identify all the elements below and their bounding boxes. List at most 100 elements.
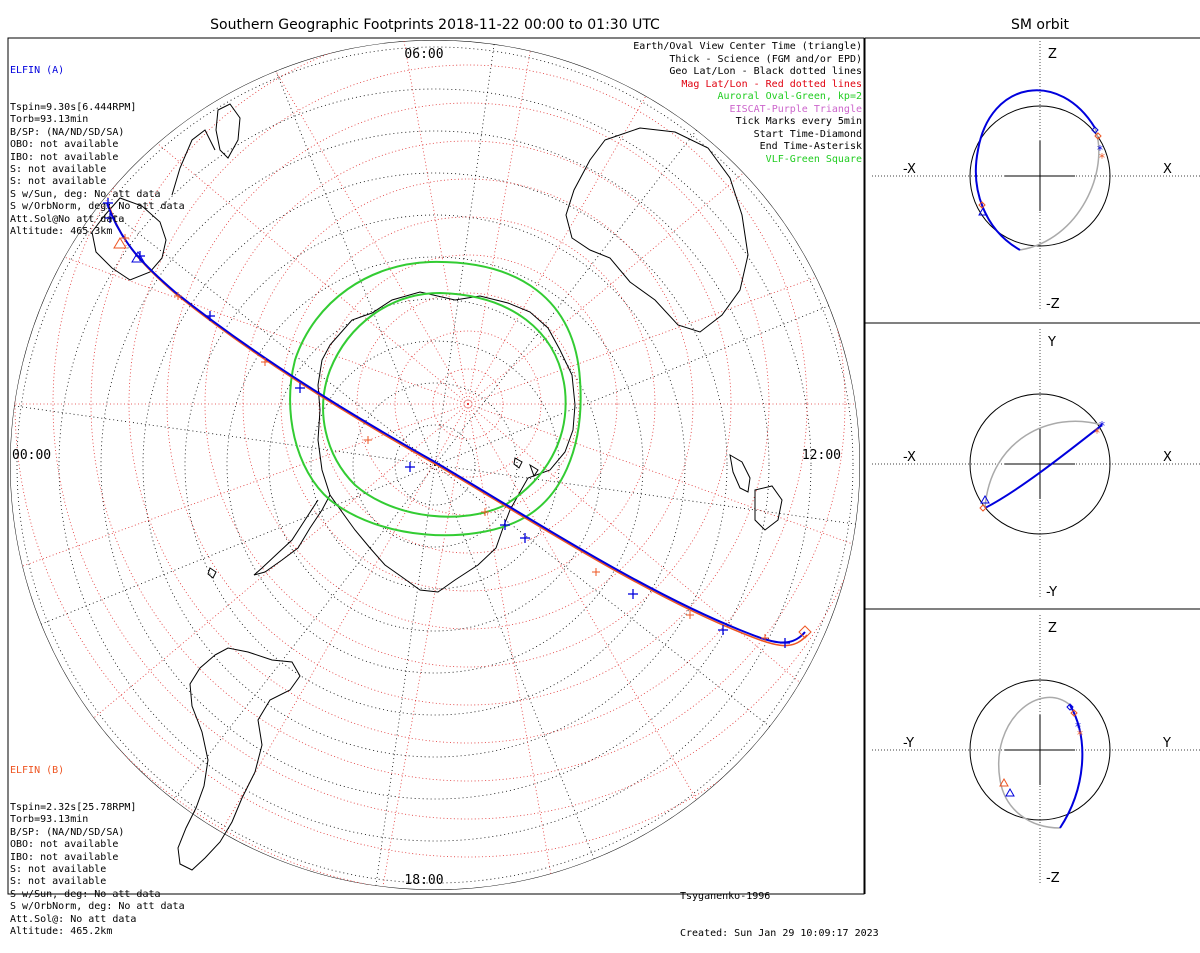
africa-coast	[91, 197, 167, 281]
elfin-a-line: Torb=93.13min	[10, 114, 89, 126]
elfin-b-line: S w/Sun, deg: No att data	[10, 888, 161, 900]
elfin-b-info: ELFIN (B) Tspin=2.32s[25.78RPM] Torb=93.1…	[10, 740, 185, 937]
geo-lat-ring	[352, 382, 518, 548]
model-label: Tsyganenko-1996	[680, 890, 771, 902]
geo-lat-ring	[58, 88, 812, 842]
geo-lon-line	[434, 44, 495, 466]
orbit-label-bottom: -Y	[1046, 585, 1057, 600]
orbit-label-top: Z	[1048, 621, 1057, 636]
geo-lon-line	[275, 70, 436, 466]
elfin-b-line: Tspin=2.32s[25.78RPM]	[10, 802, 137, 814]
orbit-path-back	[1019, 127, 1100, 251]
orbit-end-asterisk: *	[1097, 143, 1103, 157]
orbit-start-diamond	[1070, 709, 1078, 717]
elfin-a-line: Tspin=9.30s[6.444RPM]	[10, 102, 137, 114]
orbit-label-right: X	[1163, 162, 1172, 177]
elfin-a-name: ELFIN (A)	[10, 64, 65, 76]
orbit-view-triangle	[980, 494, 990, 504]
orbit-panels: **Z-Z-X X**Y-Y-X X**Z-Z-Y Y	[872, 41, 1200, 886]
elfin-b-line: S: not available	[10, 863, 107, 875]
orbit-end-asterisk: *	[1077, 728, 1083, 742]
geo-lat-ring	[310, 340, 560, 590]
elfin-a-line: OBO: not available	[10, 139, 119, 151]
orbit-label-bottom: -Z	[1046, 871, 1060, 886]
orbit-label-right: Y	[1162, 736, 1171, 751]
island-coast	[207, 457, 539, 579]
created-label: Created: Sun Jan 29 10:09:17 2023	[680, 928, 879, 940]
legend-entry: Earth/Oval View Center Time (triangle)	[633, 41, 862, 52]
geo-lat-ring	[268, 298, 602, 632]
mag-lat-ring	[318, 254, 618, 554]
geo-grid	[10, 40, 860, 890]
orbit-start-diamond	[978, 201, 986, 209]
footprint-plot: * * Z -Z -X X * * Y -Y -X X * * Z -Z -Y Y Southern Geogra…	[7, 17, 1200, 939]
geo-lon-line	[99, 203, 436, 466]
orbit-label-right: X	[1163, 450, 1172, 465]
legend-entry: Geo Lat/Lon - Black dotted lines	[669, 66, 862, 77]
elfin-b-line: IBO: not available	[10, 851, 119, 863]
orbit-end-asterisk: *	[1075, 720, 1081, 734]
elfin-b-name: ELFIN (B)	[10, 764, 65, 776]
orbit-end-asterisk: *	[1099, 151, 1105, 165]
elfin-a-line: Altitude: 465.3km	[10, 225, 113, 237]
plot-title: Southern Geographic Footprints 2018-11-2…	[210, 17, 660, 33]
footprint-tracks	[103, 198, 812, 648]
elfin-b-line: Torb=93.13min	[10, 814, 89, 826]
orbit-panel: ** Y -Y -X X	[872, 329, 1200, 600]
madagascar-coast	[215, 103, 241, 159]
map-frame	[7, 37, 865, 895]
legend-entry: Auroral Oval-Green, kp=2	[717, 91, 863, 102]
mag-lon-line	[167, 403, 469, 890]
legend: Earth/Oval View Center Time (triangle) Th…	[633, 41, 862, 166]
orbit-start-diamond	[1094, 132, 1102, 140]
time-label-top: 06:00	[404, 47, 443, 62]
orbit-panel: ** Z -Z -X X	[872, 41, 1200, 312]
geo-lat-ring	[16, 46, 854, 884]
elfin-b-view-triangle	[113, 237, 127, 249]
elfin-a-line: S: not available	[10, 163, 107, 175]
elfin-a-view-triangle	[131, 251, 145, 263]
elfin-a-line: Att.Sol@No att data	[10, 213, 125, 225]
orbit-view-triangle	[999, 777, 1009, 787]
geo-lat-ring	[184, 214, 686, 716]
mag-lat-ring	[280, 216, 656, 592]
mag-lat-ring	[52, 40, 860, 820]
geo-lat-ring	[100, 130, 770, 800]
time-label-left: 00:00	[12, 448, 51, 463]
geo-lon-line	[434, 129, 697, 466]
orbit-path-science	[984, 424, 1103, 509]
mag-lat-ring	[394, 330, 542, 478]
geo-lon-line	[14, 405, 436, 466]
orbit-path-back	[984, 420, 1103, 509]
mag-lon-line	[467, 198, 860, 405]
elfin-b-line: S w/OrbNorm, deg: No att data	[10, 901, 185, 913]
new-zealand-coast	[729, 454, 783, 531]
mag-lon-line	[10, 403, 469, 610]
antarctic-peninsula	[253, 494, 331, 576]
geo-lon-line	[40, 464, 436, 625]
orbit-label-left: -Y	[903, 736, 914, 751]
orbit-label-top: Z	[1048, 47, 1057, 62]
geo-lon-line	[434, 464, 595, 860]
geo-lon-line	[434, 464, 771, 727]
geo-lat-ring	[394, 424, 476, 506]
orbit-label-top: Y	[1047, 335, 1056, 350]
elfin-a-track	[106, 202, 806, 644]
mag-lon-line	[10, 403, 469, 790]
legend-entry: VLF-Green Square	[765, 153, 862, 165]
orbit-label-left: -X	[903, 450, 916, 465]
elfin-a-line: S: not available	[10, 176, 107, 188]
elfin-b-line: OBO: not available	[10, 839, 119, 851]
orbit-path-science	[1059, 704, 1084, 829]
orbit-panel: ** Z -Z -Y Y	[872, 615, 1200, 886]
orbit-start-diamond	[979, 504, 987, 512]
mag-lat-ring	[90, 40, 846, 782]
elfin-a-line: B/SP: (NA/ND/SD/SA)	[10, 126, 125, 138]
plot-canvas: **Z-Z-X X**Y-Y-X X**Z-Z-Y Y Southern Geogra…	[7, 17, 1200, 895]
legend-entry: Thick - Science (FGM and/or EPD)	[669, 53, 862, 65]
south-america-coast	[177, 647, 301, 871]
elfin-a-line: IBO: not available	[10, 151, 119, 163]
orbit-earth-circle	[969, 393, 1111, 535]
orbit-label-bottom: -Z	[1046, 297, 1060, 312]
mag-grid	[10, 40, 860, 890]
